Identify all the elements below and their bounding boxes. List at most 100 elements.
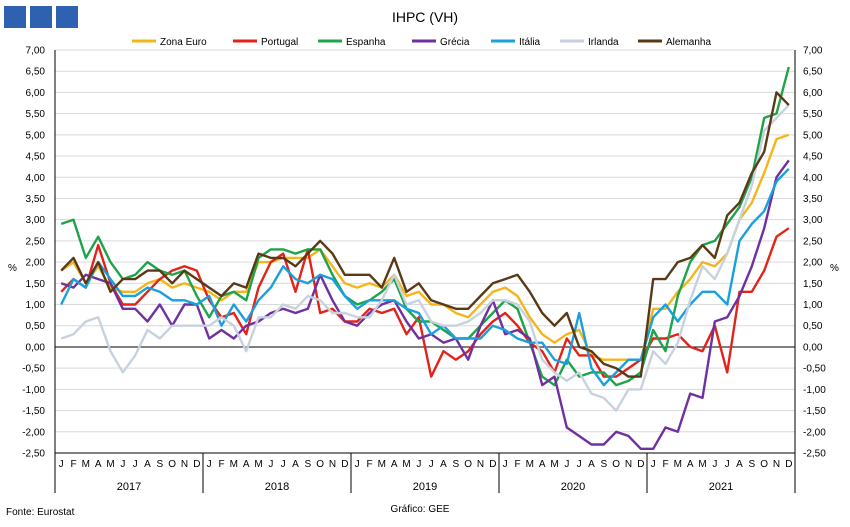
y-tick-label-left: 2,50 bbox=[26, 236, 46, 247]
y-tick-label-right: -2,00 bbox=[803, 427, 826, 438]
year-label: 2020 bbox=[561, 481, 585, 493]
month-label: N bbox=[773, 459, 780, 470]
y-tick-label-right: 0,50 bbox=[803, 321, 823, 332]
month-label: J bbox=[577, 459, 582, 470]
month-label: S bbox=[600, 459, 607, 470]
y-tick-label-left: 7,00 bbox=[26, 46, 46, 57]
month-label: J bbox=[564, 459, 569, 470]
y-tick-label-left: -2,50 bbox=[22, 449, 45, 460]
legend-label-irlanda: Irlanda bbox=[588, 37, 619, 48]
month-label: S bbox=[748, 459, 755, 470]
month-label: J bbox=[651, 459, 656, 470]
month-label: F bbox=[70, 459, 76, 470]
month-label: A bbox=[687, 459, 694, 470]
y-tick-label-right: 4,00 bbox=[803, 173, 823, 184]
y-tick-label-right: 6,00 bbox=[803, 88, 823, 99]
month-label: M bbox=[402, 459, 410, 470]
month-label: O bbox=[464, 459, 472, 470]
month-label: J bbox=[268, 459, 273, 470]
y-tick-label-right: 4,50 bbox=[803, 152, 823, 163]
month-label: O bbox=[316, 459, 324, 470]
legend-label-grecia: Grécia bbox=[440, 37, 470, 48]
y-tick-label-left: -2,00 bbox=[22, 427, 45, 438]
y-tick-label-left: 5,50 bbox=[26, 109, 46, 120]
y-axis-right: -2,50 -2,00 -1,50 -1,00 -0,50 0,00 0,50 1,00 1,5… bbox=[803, 46, 826, 460]
month-label: N bbox=[181, 459, 188, 470]
month-label: A bbox=[539, 459, 546, 470]
y-tick-label-left: 3,00 bbox=[26, 215, 46, 226]
month-label: F bbox=[662, 459, 668, 470]
month-label: A bbox=[736, 459, 743, 470]
legend-label-portugal: Portugal bbox=[261, 37, 298, 48]
y-tick-label-right: -2,50 bbox=[803, 449, 826, 460]
brand-square-3 bbox=[56, 6, 78, 28]
y-tick-label-left: 4,00 bbox=[26, 173, 46, 184]
month-label: F bbox=[514, 459, 520, 470]
y-tick-label-left: 3,50 bbox=[26, 194, 46, 205]
month-label: F bbox=[218, 459, 224, 470]
month-label: A bbox=[292, 459, 299, 470]
y-axis-left: -2,50 -2,00 -1,50 -1,00 -0,50 0,00 0,50 1,00 1,5… bbox=[22, 46, 45, 460]
series-line-irlanda bbox=[60, 104, 790, 412]
y-tick-label-right: 3,50 bbox=[803, 194, 823, 205]
month-label: D bbox=[193, 459, 200, 470]
y-tick-label-left: 1,00 bbox=[26, 300, 46, 311]
year-label: 2021 bbox=[709, 481, 733, 493]
month-label: D bbox=[489, 459, 496, 470]
month-label: N bbox=[329, 459, 336, 470]
month-label: M bbox=[254, 459, 262, 470]
y-tick-label-right: 5,50 bbox=[803, 109, 823, 120]
month-label: J bbox=[281, 459, 286, 470]
series-line-grecia bbox=[60, 159, 790, 450]
brand-square-2 bbox=[30, 6, 52, 28]
y-tick-label-right: 2,50 bbox=[803, 236, 823, 247]
month-label: D bbox=[341, 459, 348, 470]
series-line-portugal bbox=[60, 227, 790, 378]
year-label: 2017 bbox=[117, 481, 141, 493]
series-line-italia bbox=[60, 167, 790, 387]
month-label: A bbox=[588, 459, 595, 470]
month-label: O bbox=[760, 459, 768, 470]
y-tick-label-left: -1,00 bbox=[22, 385, 45, 396]
chart-title: IHPC (VH) bbox=[392, 9, 458, 25]
y-tick-label-left: 5,00 bbox=[26, 130, 46, 141]
y-tick-label-right: -0,50 bbox=[803, 364, 826, 375]
month-label: M bbox=[550, 459, 558, 470]
y-axis-right-unit: % bbox=[830, 263, 839, 274]
y-tick-label-right: 1,50 bbox=[803, 279, 823, 290]
month-label: J bbox=[120, 459, 125, 470]
month-label: S bbox=[304, 459, 311, 470]
month-label: F bbox=[366, 459, 372, 470]
series-lines bbox=[60, 66, 790, 450]
y-tick-label-right: 3,00 bbox=[803, 215, 823, 226]
legend-label-zona-euro: Zona Euro bbox=[160, 37, 207, 48]
month-label: M bbox=[230, 459, 238, 470]
month-label: N bbox=[625, 459, 632, 470]
month-label: N bbox=[477, 459, 484, 470]
month-label: M bbox=[378, 459, 386, 470]
month-label: M bbox=[82, 459, 90, 470]
month-label: M bbox=[674, 459, 682, 470]
month-label: M bbox=[106, 459, 114, 470]
legend-label-espanha: Espanha bbox=[346, 37, 386, 48]
month-label: A bbox=[95, 459, 102, 470]
month-label: S bbox=[156, 459, 163, 470]
y-tick-label-left: -0,50 bbox=[22, 364, 45, 375]
y-tick-label-left: 4,50 bbox=[26, 152, 46, 163]
y-tick-label-left: 6,50 bbox=[26, 67, 46, 78]
month-label: A bbox=[243, 459, 250, 470]
y-tick-label-right: -1,50 bbox=[803, 406, 826, 417]
month-label: O bbox=[612, 459, 620, 470]
y-tick-label-right: 5,00 bbox=[803, 130, 823, 141]
month-label: J bbox=[712, 459, 717, 470]
month-label: J bbox=[429, 459, 434, 470]
y-axis-left-unit: % bbox=[8, 263, 17, 274]
month-label: J bbox=[416, 459, 421, 470]
brand-square-1 bbox=[4, 6, 26, 28]
y-tick-label-left: 1,50 bbox=[26, 279, 46, 290]
legend-label-alemanha: Alemanha bbox=[666, 37, 711, 48]
month-label: A bbox=[440, 459, 447, 470]
y-tick-label-left: -1,50 bbox=[22, 406, 45, 417]
